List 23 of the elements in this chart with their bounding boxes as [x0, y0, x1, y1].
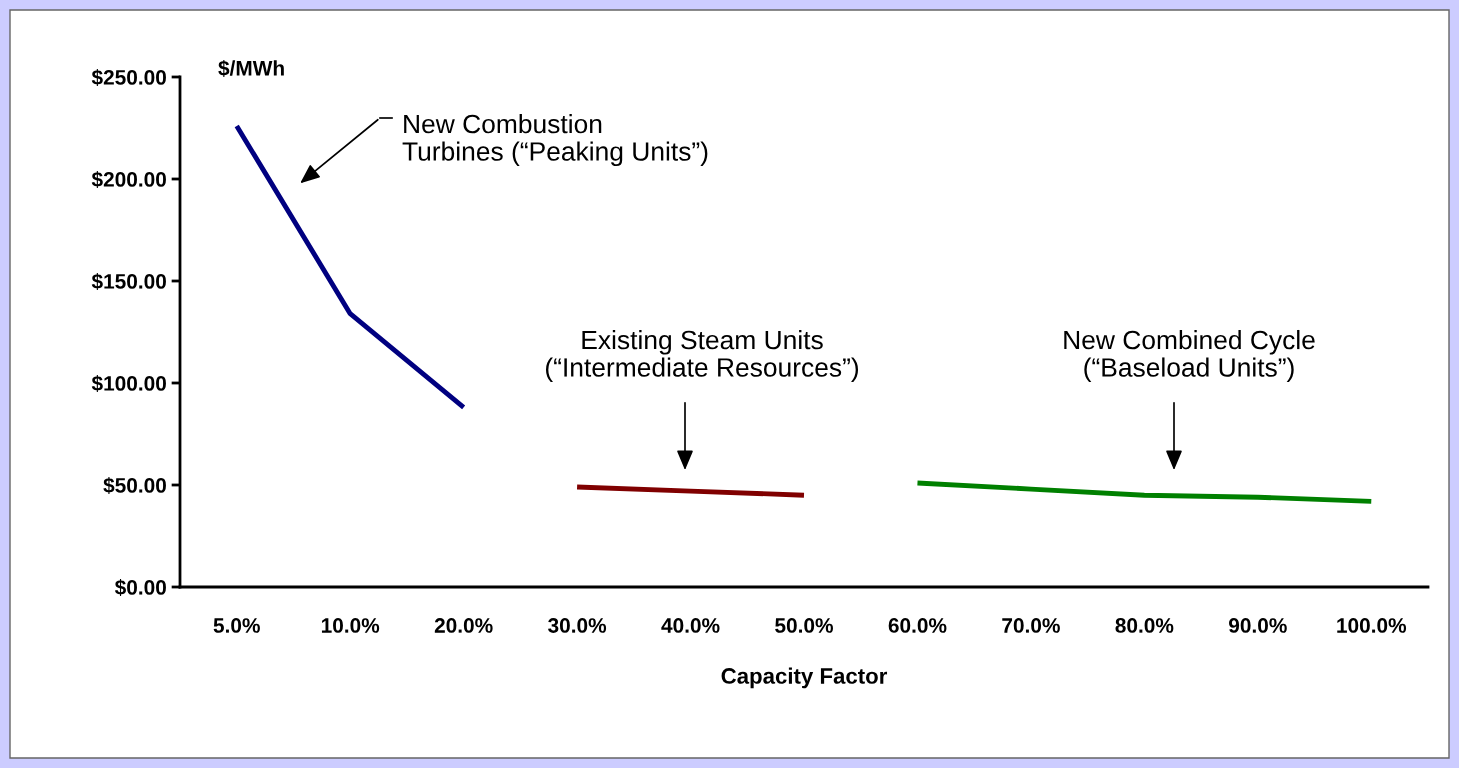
x-tick-label: 60.0% — [888, 618, 947, 633]
x-tick-label: 90.0% — [1229, 618, 1287, 633]
x-tick-label: 20.0% — [434, 618, 493, 633]
x-tick-label: 80.0% — [1115, 618, 1174, 633]
annotation: Existing Steam Units (“Intermediate Resources”) — [546, 329, 859, 383]
y-tick-label: $50.00 — [103, 477, 166, 495]
y-tick-label: $250.00 — [91, 69, 166, 87]
y-tick-label: $0.00 — [114, 579, 166, 597]
x-tick-label: 100.0% — [1337, 618, 1407, 633]
y-tick-label: $200.00 — [91, 171, 166, 189]
x-tick-label: 50.0% — [775, 618, 833, 633]
y-tick-label: $150.00 — [91, 273, 166, 291]
x-tick-label: 40.0% — [661, 618, 720, 633]
line-series — [915, 480, 1374, 504]
x-tick-label: 10.0% — [321, 618, 380, 633]
annotation: New Combined Cycle (“Baseload Units”) — [1064, 329, 1315, 383]
x-tick-label: 5.0% — [213, 618, 260, 633]
annotation: New Combustion Turbines (“Peaking Units”) — [402, 113, 708, 167]
y-axis-title: $/MWh — [218, 59, 284, 77]
x-axis-title: Capacity Factor — [721, 667, 888, 689]
y-tick-label: $100.00 — [91, 375, 166, 393]
x-tick-label: 70.0% — [1002, 618, 1060, 633]
x-tick-label: 30.0% — [548, 618, 607, 633]
